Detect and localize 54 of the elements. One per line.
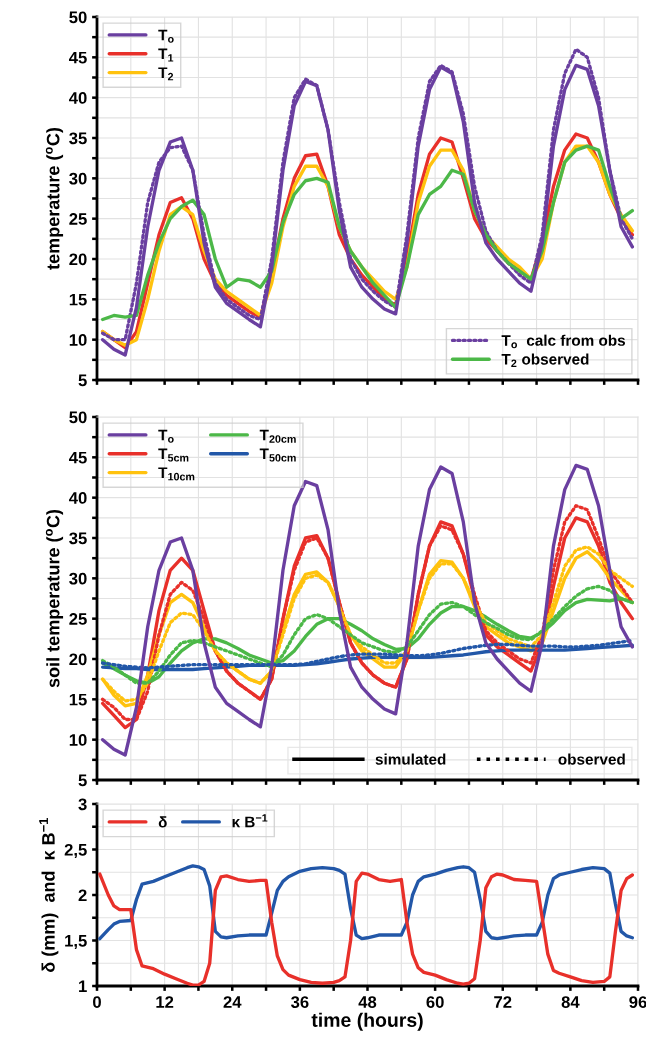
- y-tick-label: 45: [68, 51, 87, 64]
- legend-label: κ B$^{−1}$: [232, 814, 268, 828]
- y-tick-label: 40: [68, 92, 87, 104]
- y-tick-label: 2: [78, 889, 87, 902]
- y-axis-title: temperature ($^{o}$C): [45, 128, 64, 270]
- y-tick-label: 5: [78, 774, 87, 787]
- x-axis-title: time (hours): [311, 1012, 423, 1031]
- legend-label: T$_{20cm}$: [259, 429, 296, 443]
- x-tick-label: 48: [358, 996, 377, 1008]
- y-tick-label: 20: [69, 253, 87, 266]
- line-series: [98, 871, 635, 986]
- y-tick-label: 1: [79, 980, 87, 993]
- y-tick-label: 50: [69, 411, 87, 424]
- line-series: [98, 864, 635, 941]
- y-tick-label: 45: [68, 451, 87, 464]
- legend-label: T$_{o}$: [158, 29, 174, 43]
- y-tick-label: 20: [69, 653, 87, 666]
- y-tick-label: 40: [68, 492, 87, 504]
- y-tick-label: 5: [78, 374, 87, 387]
- y-tick-label: 1,5: [65, 935, 87, 950]
- legend-label: δ: [158, 816, 167, 828]
- legend-label: T$_{o}$ calc from obs: [501, 334, 626, 349]
- x-tick-label: 36: [290, 996, 309, 1008]
- x-tick-label: 96: [629, 996, 646, 1008]
- legend-label: T$_{5cm}$: [158, 448, 189, 462]
- y-tick-label: 30: [69, 172, 87, 185]
- y-tick-label: 25: [69, 213, 87, 225]
- y-tick-label: 10: [69, 334, 87, 346]
- y-tick-label: 15: [69, 693, 87, 706]
- legend-label: T$_{2}$: [158, 67, 174, 81]
- y-tick-label: 2,5: [64, 843, 87, 859]
- y-tick-label: 50: [69, 11, 87, 24]
- y-tick-label: 35: [69, 132, 87, 145]
- x-tick-label: 24: [223, 996, 242, 1008]
- y-tick-label: 15: [69, 293, 87, 306]
- x-tick-label: 60: [426, 996, 444, 1008]
- y-axis-title: soil temperature ($^{o}$C): [45, 509, 64, 688]
- legend-label: T$_{2}$ observed: [501, 353, 589, 367]
- annotation: observed: [558, 753, 625, 765]
- y-tick-label: 30: [69, 572, 87, 585]
- x-tick-label: 84: [561, 996, 580, 1008]
- x-tick-label: 0: [93, 996, 101, 1008]
- y-tick-label: 3: [78, 798, 87, 811]
- y-tick-label: 25: [69, 613, 87, 625]
- annotation: simulated: [375, 753, 446, 765]
- x-tick-label: 12: [156, 996, 174, 1008]
- y-axis-title: δ (mm) and κ B$^{−1}$: [39, 818, 59, 972]
- y-tick-label: 10: [69, 734, 87, 746]
- y-tick-label: 35: [69, 532, 87, 545]
- legend-label: T$_{10cm}$: [158, 467, 195, 481]
- x-tick-label: 72: [494, 996, 512, 1008]
- legend-label: T$_{o}$: [158, 429, 174, 443]
- legend-label: T$_{1}$: [158, 48, 174, 62]
- legend-label: T$_{50cm}$: [259, 448, 296, 462]
